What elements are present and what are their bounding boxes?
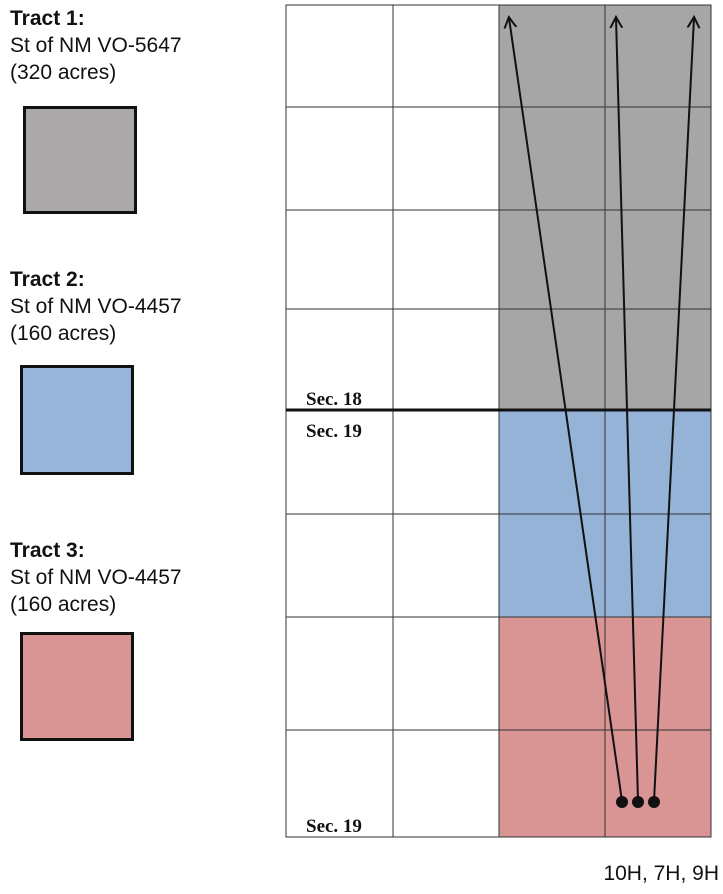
section-18-label: Sec. 18 xyxy=(306,389,362,410)
tract-3-swatch xyxy=(20,632,134,741)
tract-2-swatch xyxy=(20,365,134,475)
tract-1-acres: (320 acres) xyxy=(10,61,117,84)
tract-2-title: Tract 2: xyxy=(10,268,85,291)
tract-3-acres: (160 acres) xyxy=(10,593,117,616)
well-7h-path xyxy=(616,18,639,802)
tract-2-owner: St of NM VO-4457 xyxy=(10,295,182,318)
well-9h-path xyxy=(653,18,694,802)
well-names-label: 10H, 7H, 9H xyxy=(603,862,719,885)
well-10h-surface-dot xyxy=(616,796,628,808)
section-19-bottom-label: Sec. 19 xyxy=(306,816,362,837)
tract-2-acres: (160 acres) xyxy=(10,322,117,345)
surface-holes xyxy=(616,796,660,808)
tract-2-legend: Tract 2: St of NM VO-4457 (160 acres) xyxy=(10,266,182,347)
tract-3-owner: St of NM VO-4457 xyxy=(10,566,182,589)
well-7h-surface-dot xyxy=(632,796,644,808)
section-19-label: Sec. 19 xyxy=(306,421,362,442)
grid-lines xyxy=(285,4,712,838)
tract-1-legend: Tract 1: St of NM VO-5647 (320 acres) xyxy=(10,5,182,86)
tract-1-owner: St of NM VO-5647 xyxy=(10,34,182,57)
tract-1-swatch xyxy=(23,106,137,214)
well-9h-surface-dot xyxy=(648,796,660,808)
well-paths xyxy=(509,18,694,802)
tract-1-title: Tract 1: xyxy=(10,7,85,30)
tract-3-legend: Tract 3: St of NM VO-4457 (160 acres) xyxy=(10,537,182,618)
well-10h-path xyxy=(509,18,623,802)
tract-3-title: Tract 3: xyxy=(10,539,85,562)
